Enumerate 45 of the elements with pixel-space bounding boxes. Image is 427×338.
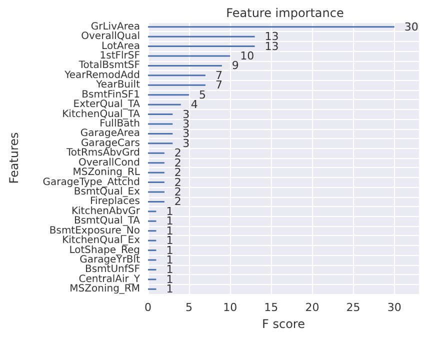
y-tick-label: MSZoning_RM <box>70 284 140 295</box>
y-tick-label: YearBuilt <box>95 80 140 91</box>
y-tick-label: ExterQual_TA <box>73 99 140 110</box>
y-tick-label: GarageType_Attchd <box>42 176 140 188</box>
data-label: 9 <box>232 59 239 72</box>
y-tick-label: BsmtExposure_No <box>49 225 140 236</box>
x-tick-label: 5 <box>186 301 193 314</box>
y-tick-label: BsmtFinSF1 <box>82 89 140 100</box>
y-axis-title: Features <box>7 132 21 184</box>
data-label: 3 <box>182 136 190 150</box>
y-tick-label: FullBath <box>100 118 140 130</box>
data-label: 10 <box>240 50 254 62</box>
y-tick-label: YearRemodAdd <box>64 70 140 81</box>
y-tick-label: KitchenAbvGr <box>71 206 141 217</box>
chart-title: Feature importance <box>226 6 344 20</box>
data-label: 4 <box>190 98 198 112</box>
y-tick-label: LotShape_Reg <box>69 244 140 256</box>
y-tick-label: MSZoning_RL <box>72 167 140 178</box>
x-tick-label: 25 <box>346 301 360 314</box>
y-tick-label: GrLivArea <box>90 21 140 32</box>
y-tick-label: OverallQual <box>81 31 140 42</box>
y-tick-label: GarageCars <box>80 138 140 149</box>
data-label: 13 <box>264 40 279 53</box>
x-tick-label: 0 <box>144 301 152 314</box>
x-tick-label: 20 <box>305 301 320 314</box>
y-tick-label: CentralAir_Y <box>78 274 141 285</box>
y-tick-label: LotArea <box>102 40 140 52</box>
y-tick-label: 1stFlrSF <box>100 50 140 62</box>
x-tick-label: 15 <box>264 301 278 314</box>
y-tick-label: TotalBsmtSF <box>78 60 140 72</box>
y-tick-label: TotRmsAbvGrd <box>66 148 140 159</box>
y-tick-label: GarageYrBlt <box>80 254 140 266</box>
data-label: 5 <box>199 88 206 102</box>
y-tick-label: BsmtQual_Ex <box>74 186 140 198</box>
y-tick-label: BsmtQual_TA <box>74 216 140 227</box>
y-tick-label: KitchenQual_TA <box>62 108 140 120</box>
x-tick-label: 10 <box>223 301 238 314</box>
y-tick-label: KitchenQual_Ex <box>62 235 140 246</box>
y-tick-label: Fireplaces <box>90 196 140 208</box>
x-axis-title: F score <box>262 316 305 331</box>
data-label: 30 <box>404 20 418 34</box>
y-tick-label: GarageArea <box>80 128 140 140</box>
y-tick-label: BsmtUnfSF <box>84 264 140 276</box>
y-tick-label: OverallCond <box>78 157 140 168</box>
x-tick-label: 30 <box>387 301 402 314</box>
